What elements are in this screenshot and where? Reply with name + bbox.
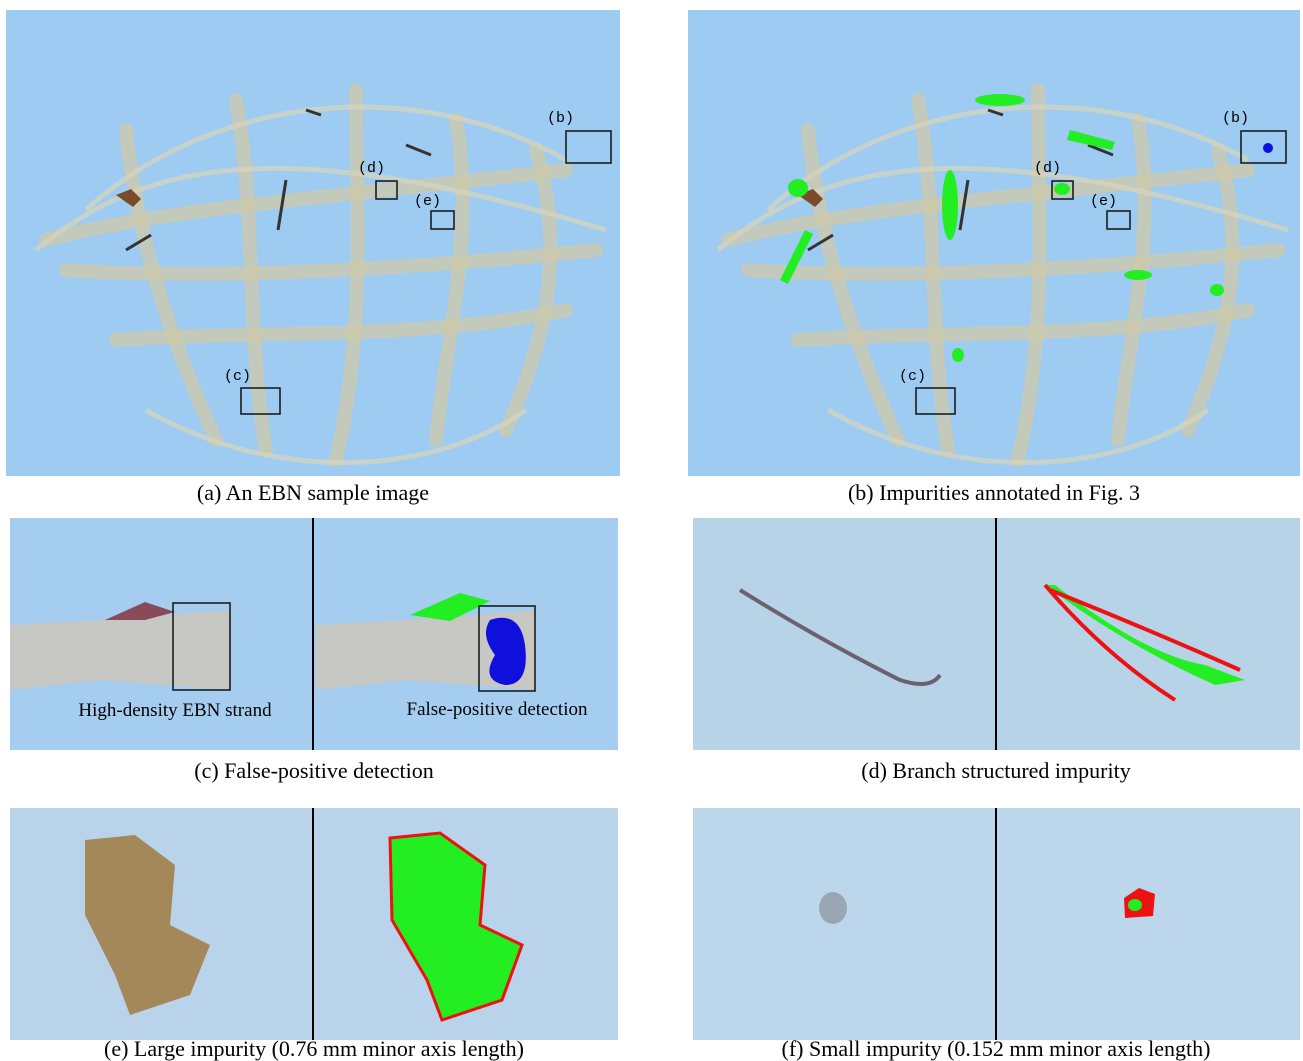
caption: (d) Branch structured impurity bbox=[861, 758, 1130, 783]
caption: (f) Small impurity (0.152 mm minor axis … bbox=[782, 1036, 1211, 1061]
box-label: (d) bbox=[358, 160, 385, 177]
caption: (b) Impurities annotated in Fig. 3 bbox=[848, 480, 1140, 505]
box-label: (e) bbox=[1090, 193, 1117, 210]
annotation: False-positive detection bbox=[407, 699, 588, 720]
caption: (a) An EBN sample image bbox=[197, 480, 429, 505]
figure: (b) (d) (e) (c) (a) An EBN sample image … bbox=[0, 0, 1303, 1061]
image-a bbox=[6, 10, 620, 476]
box-label: (c) bbox=[899, 368, 926, 385]
box-label: (b) bbox=[1222, 110, 1249, 127]
annotation: High-density EBN strand bbox=[78, 700, 272, 721]
box-label: (e) bbox=[414, 193, 441, 210]
image-b bbox=[688, 10, 1300, 476]
caption: (c) False-positive detection bbox=[194, 758, 433, 783]
box-label: (b) bbox=[547, 110, 574, 127]
box-label: (c) bbox=[224, 368, 251, 385]
box-label: (d) bbox=[1034, 160, 1061, 177]
caption: (e) Large impurity (0.76 mm minor axis l… bbox=[104, 1036, 524, 1061]
